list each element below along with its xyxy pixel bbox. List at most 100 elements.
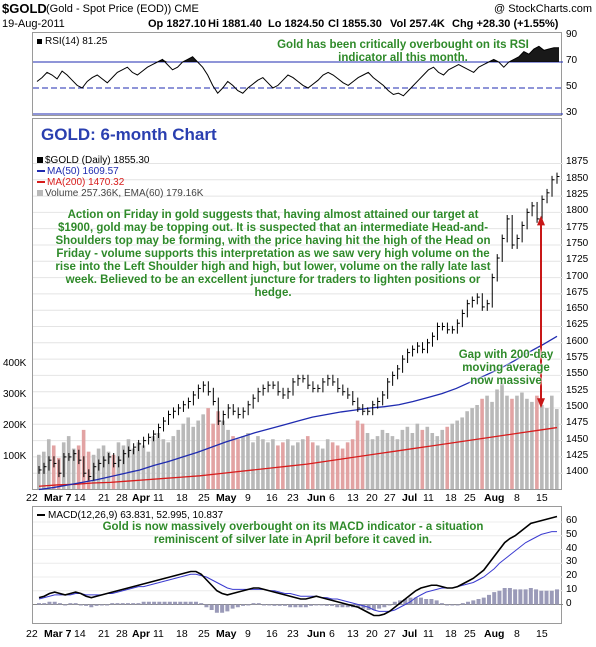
price-legend-icon xyxy=(37,157,43,163)
x-axis-top-label: 8 xyxy=(514,492,520,504)
macd-histogram-bar xyxy=(37,603,41,605)
macd-histogram-bar xyxy=(293,604,298,608)
volume-bar xyxy=(490,401,494,489)
volume-bar xyxy=(380,429,385,489)
macd-histogram-bar xyxy=(256,603,261,605)
x-axis-top-label: 27 xyxy=(384,492,396,504)
macd-histogram-bar xyxy=(356,604,361,608)
volume-bar xyxy=(430,433,435,489)
x-axis-bottom-label: 8 xyxy=(514,628,520,640)
price-tick: 1875 xyxy=(566,156,589,168)
price-panel: GOLD: 6-month Chart $GOLD (Daily) 1855.3… xyxy=(32,118,563,491)
volume-bar xyxy=(485,395,489,489)
macd-histogram-bar xyxy=(42,603,47,605)
macd-histogram-bar xyxy=(481,597,486,605)
macd-histogram-bar xyxy=(146,601,151,605)
macd-chart xyxy=(33,515,563,617)
volume-bar xyxy=(510,398,514,489)
macd-histogram-bar xyxy=(94,604,99,606)
volume-bar xyxy=(475,405,479,489)
macd-tick: 50 xyxy=(566,528,578,540)
legend-ma200-text: MA(200) 1470.32 xyxy=(47,177,125,188)
price-tick: 1500 xyxy=(566,401,589,412)
gap-arrow-head-down xyxy=(537,398,545,409)
volume-bar xyxy=(460,417,464,489)
volume-bar xyxy=(201,414,205,489)
rsi-tick-30: 30 xyxy=(566,107,578,118)
x-axis-bottom-label: 11 xyxy=(153,628,164,640)
volume-bar xyxy=(211,423,215,489)
volume-bar xyxy=(470,408,474,489)
price-tick: 1775 xyxy=(566,221,589,233)
macd-histogram-bar xyxy=(167,601,172,605)
x-axis-top-label: Mar 7 xyxy=(44,492,72,504)
x-axis-top-label: 9 xyxy=(245,492,251,504)
volume-tick: 400K xyxy=(3,357,27,369)
x-axis-bottom-label: 20 xyxy=(366,628,378,640)
x-axis-bottom-label: 21 xyxy=(98,628,110,640)
price-tick: 1475 xyxy=(566,417,589,429)
macd-histogram-bar xyxy=(429,599,434,605)
change-value: Chg +28.30 (+1.55%) xyxy=(452,18,559,30)
volume-bar xyxy=(550,395,554,489)
macd-histogram-bar xyxy=(345,604,350,608)
price-tick: 1800 xyxy=(566,205,589,217)
macd-histogram-bar xyxy=(251,603,256,605)
x-axis-top-label: 16 xyxy=(266,492,278,504)
macd-histogram-bar xyxy=(131,603,136,605)
price-tick: 1825 xyxy=(566,189,589,201)
x-axis-top-label: 11 xyxy=(153,492,164,504)
macd-histogram-bar xyxy=(57,603,62,605)
open-value: Op 1827.10 xyxy=(148,18,207,30)
volume-bar xyxy=(76,445,81,489)
macd-histogram-bar xyxy=(377,604,382,609)
volume-bar xyxy=(166,442,171,489)
rsi-line xyxy=(36,45,559,97)
ma200-legend-icon xyxy=(37,181,45,184)
chart-title: GOLD: 6-month Chart xyxy=(41,125,217,144)
volume-bar xyxy=(395,439,400,489)
x-axis-bottom: 22 Mar 7 14 21 28 Apr 11 18 25 May 9 16 23 Jun 6 13 20 27… xyxy=(0,626,596,640)
x-axis-bottom-label: Aug xyxy=(484,628,505,640)
volume-bar xyxy=(216,411,220,489)
low-value: Lo 1824.50 xyxy=(268,18,325,30)
legend-ma50: MA(50) 1609.57 xyxy=(37,166,203,177)
macd-tick: 10 xyxy=(566,583,578,595)
price-tick: 1400 xyxy=(566,466,589,478)
volume-value: Vol 257.4K xyxy=(390,18,445,30)
x-axis-top-label: Jun xyxy=(307,492,326,504)
volume-bar xyxy=(141,445,146,489)
rsi-tick-50: 50 xyxy=(566,81,578,92)
macd-marker-icon xyxy=(37,514,45,517)
x-axis-bottom-label: 18 xyxy=(445,628,457,640)
macd-histogram-bar xyxy=(502,588,507,605)
volume-bar xyxy=(320,448,325,489)
macd-histogram-bar xyxy=(204,604,209,608)
volume-bar xyxy=(286,439,290,489)
high-value: Hi 1881.40 xyxy=(208,18,262,30)
volume-bar xyxy=(226,429,230,489)
macd-histogram-bar xyxy=(120,603,125,605)
rsi-chart xyxy=(33,45,563,115)
volume-bar xyxy=(315,445,320,489)
macd-histogram-bar xyxy=(507,588,512,605)
macd-histogram-bar xyxy=(178,601,183,605)
macd-histogram-bar xyxy=(466,601,471,605)
macd-histogram-bar xyxy=(209,604,214,610)
price-tick: 1575 xyxy=(566,352,589,364)
macd-histogram-bar xyxy=(162,601,167,605)
x-axis-bottom-label: 18 xyxy=(176,628,188,640)
volume-bar xyxy=(415,423,420,489)
volume-bar xyxy=(365,433,370,489)
volume-bar xyxy=(146,451,151,489)
macd-histogram-bar xyxy=(125,603,130,605)
volume-legend-icon xyxy=(37,190,43,196)
volume-bar xyxy=(71,448,76,489)
volume-bar xyxy=(400,429,405,489)
macd-histogram-bar xyxy=(434,600,439,605)
chart-date: 19-Aug-2011 xyxy=(2,18,65,30)
price-tick: 1675 xyxy=(566,286,589,298)
macd-histogram-bar xyxy=(439,603,444,605)
x-axis-top-label: 11 xyxy=(423,492,434,504)
macd-histogram-bar xyxy=(492,592,497,605)
